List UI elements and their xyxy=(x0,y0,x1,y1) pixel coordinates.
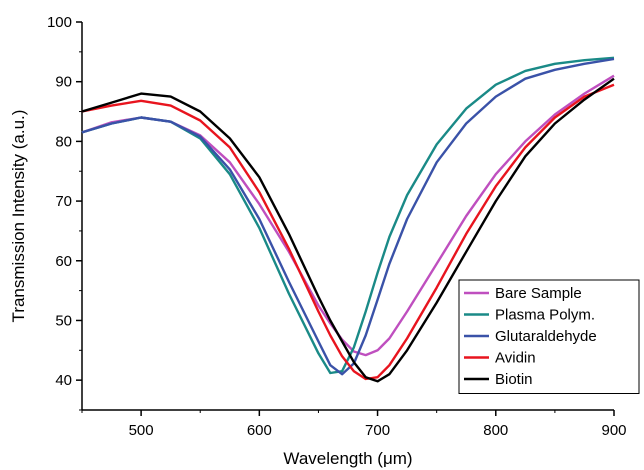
legend-label: Bare Sample xyxy=(495,285,582,302)
y-tick-label: 80 xyxy=(55,133,72,150)
x-tick-label: 800 xyxy=(483,422,508,439)
y-tick-label: 70 xyxy=(55,193,72,210)
x-tick-label: 700 xyxy=(365,422,390,439)
plot-area: 500 600 700 800 900 40 50 60 70 80 90 100 xyxy=(47,14,627,439)
x-tick-label: 500 xyxy=(129,422,154,439)
legend-item: Avidin xyxy=(464,350,536,367)
y-tick-label: 50 xyxy=(55,312,72,329)
x-tick-label: 900 xyxy=(601,422,626,439)
x-tick-label: 600 xyxy=(247,422,272,439)
y-tick-label: 60 xyxy=(55,253,72,270)
legend-item: Bare Sample xyxy=(464,285,582,302)
series-lines xyxy=(81,56,615,383)
y-tick-label: 100 xyxy=(47,14,72,31)
x-axis-ticks: 500 600 700 800 900 xyxy=(81,410,627,439)
legend-item: Glutaraldehyde xyxy=(464,328,597,345)
legend-label: Avidin xyxy=(495,350,536,367)
y-axis-title: Transmission Intensity (a.u.) xyxy=(9,110,28,323)
x-axis-title: Wavelength (μm) xyxy=(283,449,412,468)
y-tick-label: 90 xyxy=(55,74,72,91)
series-line-biotin xyxy=(81,77,615,383)
y-axis-ticks: 40 50 60 70 80 90 100 xyxy=(47,14,82,411)
series-line-avidin xyxy=(81,83,615,381)
legend-label: Biotin xyxy=(495,371,533,388)
legend-label: Plasma Polym. xyxy=(495,307,595,324)
legend-label: Glutaraldehyde xyxy=(495,328,597,345)
y-tick-label: 40 xyxy=(55,372,72,389)
legend-item: Biotin xyxy=(464,371,533,388)
legend: Bare Sample Plasma Polym. Glutaraldehyde Av… xyxy=(458,279,640,394)
legend-item: Plasma Polym. xyxy=(464,307,595,324)
